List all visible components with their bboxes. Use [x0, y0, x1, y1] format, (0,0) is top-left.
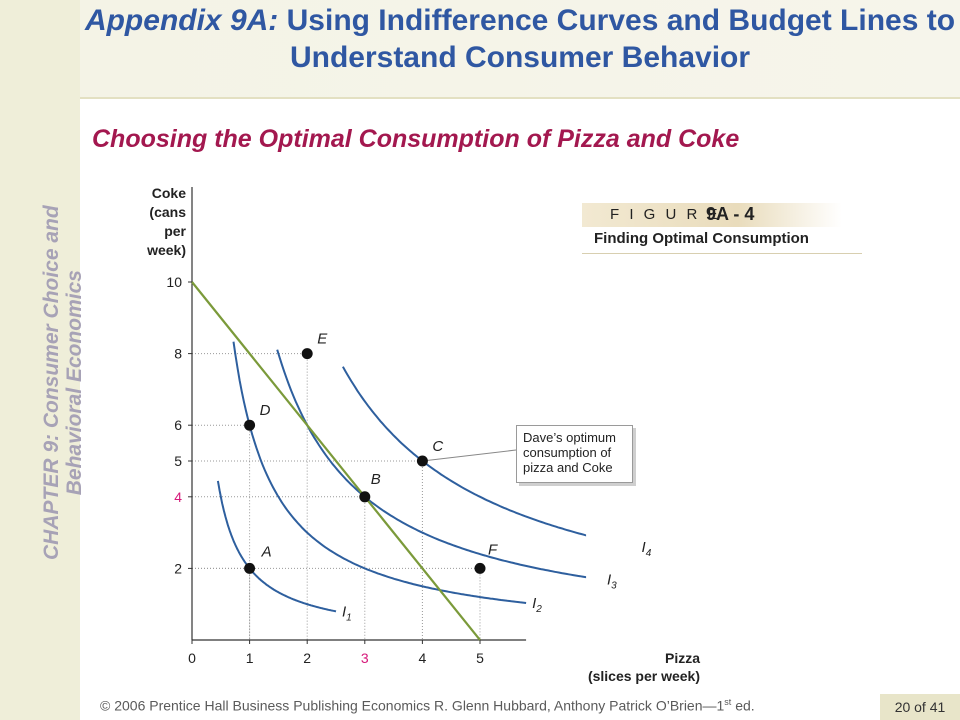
title-rest: Using Indifference Curves and Budget Lin… [278, 4, 955, 74]
y-tick-label: 6 [174, 417, 182, 433]
slide-subtitle: Choosing the Optimal Consumption of Pizz… [92, 125, 739, 154]
point-C [417, 456, 428, 467]
y-tick-label: 8 [174, 346, 182, 362]
point-D [244, 420, 255, 431]
chapter-label-line1: CHAPTER 9: Consumer Choice and [40, 205, 63, 560]
budget-line [192, 282, 480, 640]
slide-title: Appendix 9A: Using Indifference Curves a… [80, 2, 960, 76]
point-label-C: C [432, 438, 443, 455]
optimum-callout: Dave’s optimum consumption of pizza and … [516, 425, 633, 483]
curve-label-2: I2 [532, 595, 542, 615]
figure-number: 9A - 4 [706, 204, 754, 225]
figure-caption-box: F I G U R E 9A - 4 Finding Optimal Consu… [582, 203, 862, 255]
point-F [475, 563, 486, 574]
curve-label-3: I3 [607, 571, 617, 591]
x-tick-label: 2 [303, 650, 311, 666]
indifference-curve-1 [218, 481, 336, 612]
footer-text: © 2006 Prentice Hall Business Publishing… [100, 698, 724, 714]
footer-tail: ed. [731, 698, 754, 714]
point-label-E: E [317, 331, 328, 348]
chapter-label: CHAPTER 9: Consumer Choice and Behaviora… [40, 205, 86, 560]
x-axis-title-line: (slices per week) [588, 668, 700, 684]
y-axis-title-line: Coke [152, 185, 186, 201]
x-tick-label: 0 [188, 650, 196, 666]
curve-label-1: I1 [342, 603, 352, 623]
point-label-B: B [371, 471, 381, 488]
y-tick-label: 10 [166, 274, 182, 290]
y-tick-label: 5 [174, 453, 182, 469]
callout-line2: consumption of [523, 445, 632, 460]
y-axis-title-line: (cans [149, 204, 186, 220]
x-tick-label: 3 [361, 650, 369, 666]
x-tick-label: 4 [419, 650, 427, 666]
x-axis-title-line: Pizza [665, 650, 700, 666]
header-divider [80, 97, 960, 99]
x-tick-label: 5 [476, 650, 484, 666]
point-label-F: F [488, 541, 498, 558]
point-B [359, 491, 370, 502]
y-axis-title-line: week) [146, 242, 186, 258]
footer-credit: © 2006 Prentice Hall Business Publishing… [100, 697, 755, 714]
x-tick-label: 1 [246, 650, 254, 666]
point-label-A: A [261, 543, 272, 560]
point-A [244, 563, 255, 574]
y-tick-label: 4 [174, 489, 182, 505]
point-E [302, 348, 313, 359]
curve-label-4: I4 [642, 539, 652, 559]
title-lead: Appendix 9A: [85, 4, 278, 37]
chapter-label-line2: Behavioral Economics [63, 205, 86, 560]
callout-line3: pizza and Coke [523, 460, 632, 475]
callout-line1: Dave’s optimum [523, 430, 632, 445]
page-number: 20 of 41 [880, 694, 960, 720]
figure-caption-rule [582, 253, 862, 254]
y-axis-title-line: per [164, 223, 186, 239]
point-label-D: D [260, 402, 271, 419]
y-tick-label: 2 [174, 560, 182, 576]
figure-caption: Finding Optimal Consumption [594, 230, 809, 247]
figure-label: F I G U R E [610, 206, 721, 223]
